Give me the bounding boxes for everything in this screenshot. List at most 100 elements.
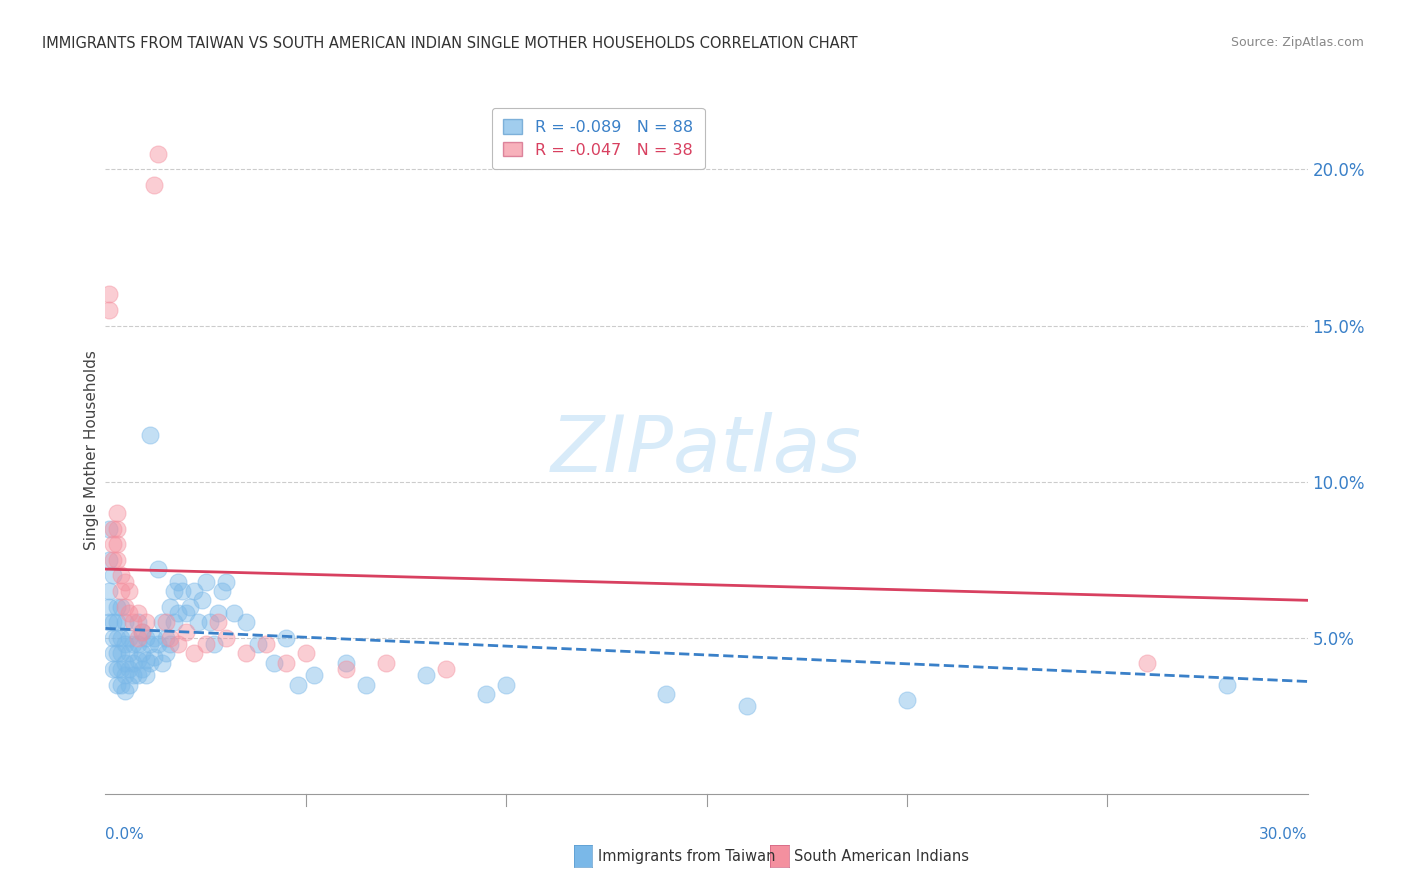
Point (179, 599, 201, 614)
Point (207, 615, 229, 630)
Point (107, 521, 129, 535)
Point (98, 552, 121, 567)
Point (138, 656, 160, 670)
Point (110, 583, 132, 598)
Point (274, 631, 297, 645)
Point (127, 615, 149, 630)
Point (110, 662, 132, 676)
Point (114, 668, 136, 682)
Point (166, 606, 188, 620)
Point (98, 302, 121, 317)
Point (159, 631, 181, 645)
Text: 30.0%: 30.0% (1260, 827, 1308, 841)
Point (655, 687, 678, 701)
Text: 0.0%: 0.0% (105, 827, 145, 841)
Point (107, 662, 129, 676)
Point (1136, 656, 1159, 670)
Point (335, 662, 357, 676)
Point (146, 146, 169, 161)
Point (131, 624, 153, 639)
Point (150, 615, 173, 630)
Point (254, 637, 277, 651)
Point (118, 646, 141, 660)
Point (162, 615, 184, 630)
Point (194, 637, 217, 651)
Point (103, 631, 125, 645)
Point (295, 646, 318, 660)
Point (114, 656, 136, 670)
Point (274, 656, 297, 670)
Point (110, 599, 132, 614)
Text: IMMIGRANTS FROM TAIWAN VS SOUTH AMERICAN INDIAN SINGLE MOTHER HOUSEHOLDS CORRELA: IMMIGRANTS FROM TAIWAN VS SOUTH AMERICAN… (42, 36, 858, 51)
Y-axis label: Single Mother Households: Single Mother Households (83, 351, 98, 550)
Point (202, 637, 225, 651)
Point (146, 637, 169, 651)
Point (127, 668, 149, 682)
Point (98, 521, 121, 535)
Point (222, 606, 245, 620)
Point (127, 631, 149, 645)
Point (142, 649, 165, 664)
Point (194, 574, 217, 589)
Point (263, 656, 285, 670)
Point (155, 615, 177, 630)
Point (166, 637, 188, 651)
Point (103, 521, 125, 535)
Point (183, 646, 205, 660)
Point (103, 537, 125, 551)
Point (107, 678, 129, 692)
Point (214, 631, 236, 645)
Point (155, 631, 177, 645)
Point (434, 662, 457, 676)
Point (103, 568, 125, 582)
Point (235, 646, 257, 660)
Point (122, 637, 145, 651)
Point (122, 615, 145, 630)
Point (131, 662, 153, 676)
Point (135, 668, 157, 682)
Point (198, 615, 221, 630)
Text: Immigrants from Taiwan: Immigrants from Taiwan (598, 849, 775, 863)
Point (107, 552, 129, 567)
Point (335, 656, 357, 670)
Point (114, 574, 136, 589)
Point (110, 646, 132, 660)
Point (150, 656, 173, 670)
Point (246, 637, 269, 651)
Point (170, 583, 193, 598)
Point (114, 637, 136, 651)
Point (107, 646, 129, 660)
Point (142, 631, 165, 645)
Point (107, 599, 129, 614)
Point (138, 427, 160, 442)
Point (159, 599, 181, 614)
Point (127, 653, 149, 667)
Point (110, 568, 132, 582)
Point (98, 583, 121, 598)
Point (118, 583, 141, 598)
Legend: R = -0.089   N = 88, R = -0.047   N = 38: R = -0.089 N = 88, R = -0.047 N = 38 (492, 108, 704, 169)
Point (174, 606, 197, 620)
Point (122, 668, 145, 682)
Point (114, 615, 136, 630)
Point (159, 637, 181, 651)
Point (107, 537, 129, 551)
Point (211, 583, 233, 598)
Point (415, 668, 437, 682)
Text: South American Indians: South American Indians (794, 849, 969, 863)
Point (103, 615, 125, 630)
Point (287, 678, 309, 692)
Point (118, 662, 141, 676)
Point (98, 287, 121, 301)
Point (98, 615, 121, 630)
Point (110, 678, 132, 692)
Point (162, 583, 184, 598)
Point (138, 637, 160, 651)
Point (146, 562, 169, 576)
Point (131, 646, 153, 660)
Point (107, 631, 129, 645)
Point (98, 599, 121, 614)
Point (127, 606, 149, 620)
Point (135, 631, 157, 645)
Point (131, 624, 153, 639)
